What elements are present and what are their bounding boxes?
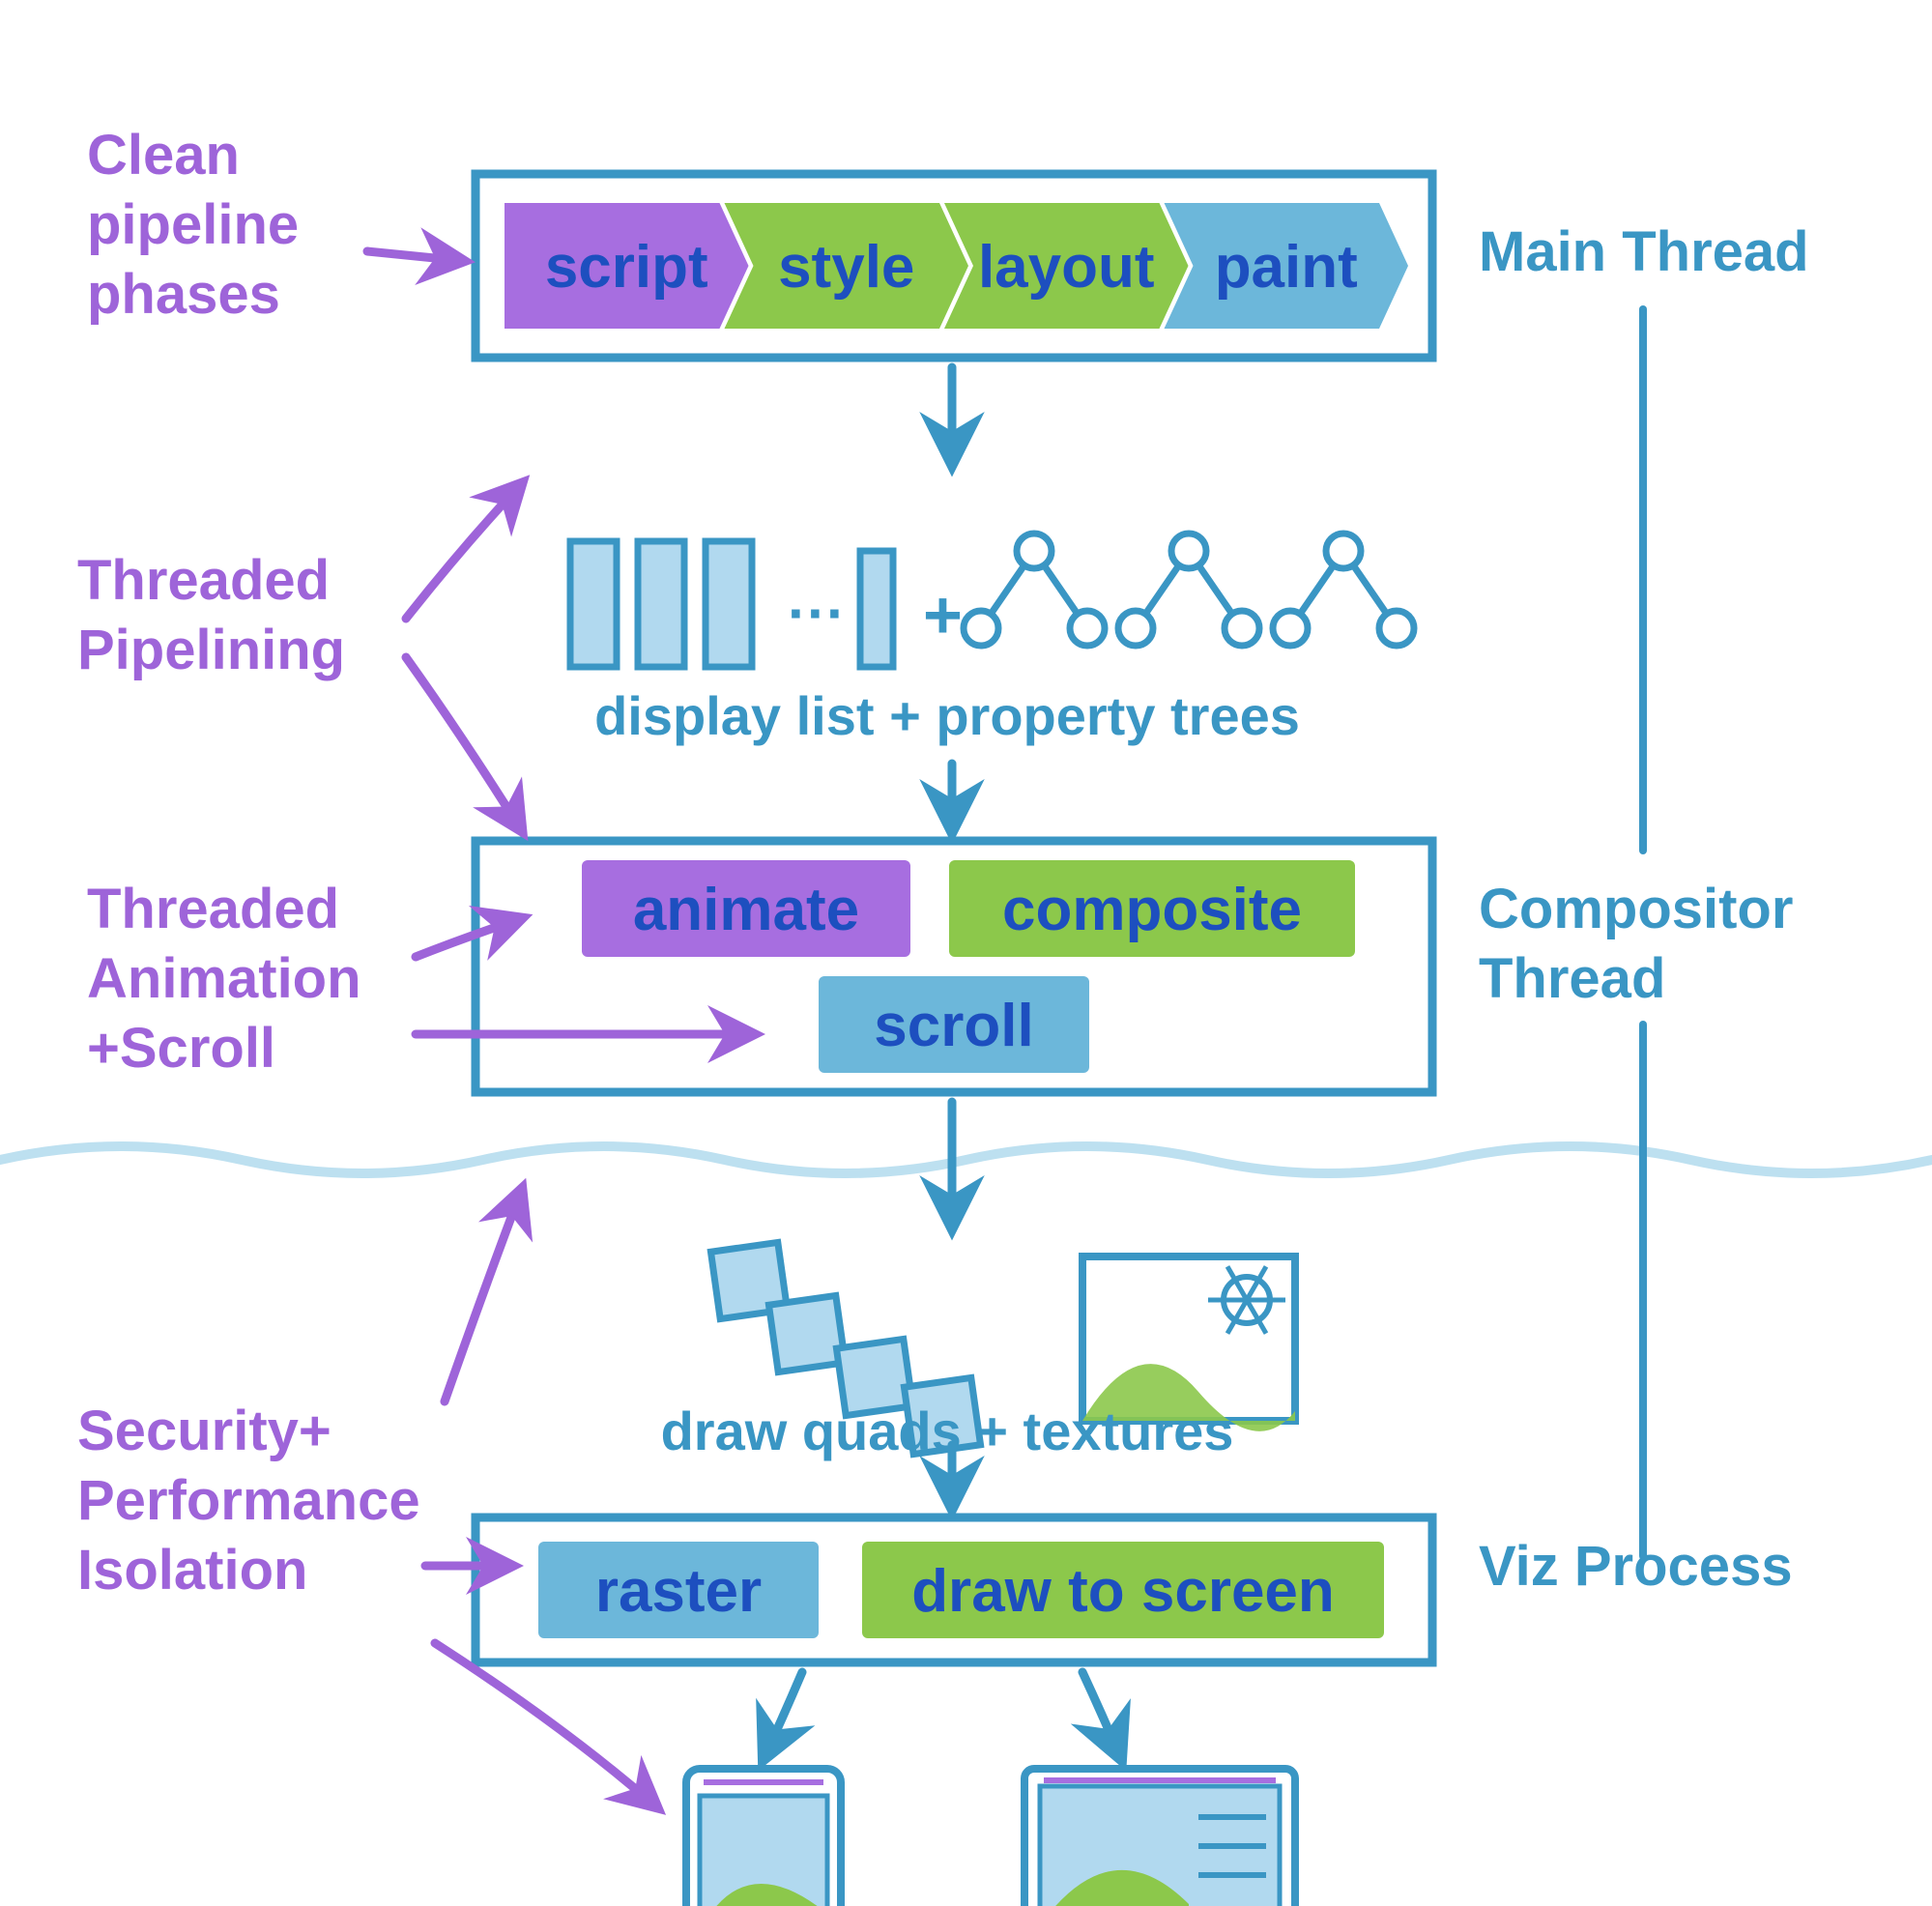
property-tree-icon [1118,611,1153,646]
svg-text:Threaded: Threaded [77,549,330,612]
svg-text:display list + property trees: display list + property trees [594,685,1300,746]
svg-text:script: script [545,234,708,301]
property-tree-icon [1070,611,1105,646]
display-list-icon [860,551,893,667]
svg-text:Clean: Clean [87,124,240,187]
svg-text:paint: paint [1215,234,1358,301]
svg-text:Security+: Security+ [77,1400,332,1462]
svg-text:Compositor: Compositor [1479,878,1793,940]
svg-text:+Scroll: +Scroll [87,1017,275,1080]
svg-text:draw to screen: draw to screen [911,1558,1335,1625]
svg-text:phases: phases [87,263,280,326]
svg-text:Isolation: Isolation [77,1539,307,1602]
property-tree-icon [1326,534,1361,568]
property-tree-icon [1171,534,1206,568]
svg-text:+: + [923,577,963,652]
property-tree-icon [1273,611,1308,646]
property-tree-icon [964,611,998,646]
svg-text:composite: composite [1002,877,1302,943]
svg-text:Thread: Thread [1479,947,1665,1010]
svg-text:Performance: Performance [77,1469,420,1532]
svg-text:Viz Process: Viz Process [1479,1535,1793,1598]
property-tree-icon [1225,611,1259,646]
property-tree-icon [1017,534,1052,568]
display-list-icon [570,541,617,667]
svg-text:animate: animate [633,877,859,943]
svg-text:Pipelining: Pipelining [77,619,345,681]
svg-text:···: ··· [788,581,846,646]
svg-text:draw quads + textures: draw quads + textures [661,1401,1234,1461]
svg-text:Main Thread: Main Thread [1479,220,1809,283]
svg-text:Threaded: Threaded [87,878,339,940]
svg-text:raster: raster [595,1558,762,1625]
svg-text:Animation: Animation [87,947,361,1010]
display-list-icon [706,541,752,667]
svg-text:layout: layout [978,234,1155,301]
svg-text:scroll: scroll [874,993,1033,1059]
svg-text:pipeline: pipeline [87,193,299,256]
display-list-icon [638,541,684,667]
svg-text:style: style [778,234,914,301]
draw-quads-icon [768,1295,845,1372]
property-tree-icon [1379,611,1414,646]
